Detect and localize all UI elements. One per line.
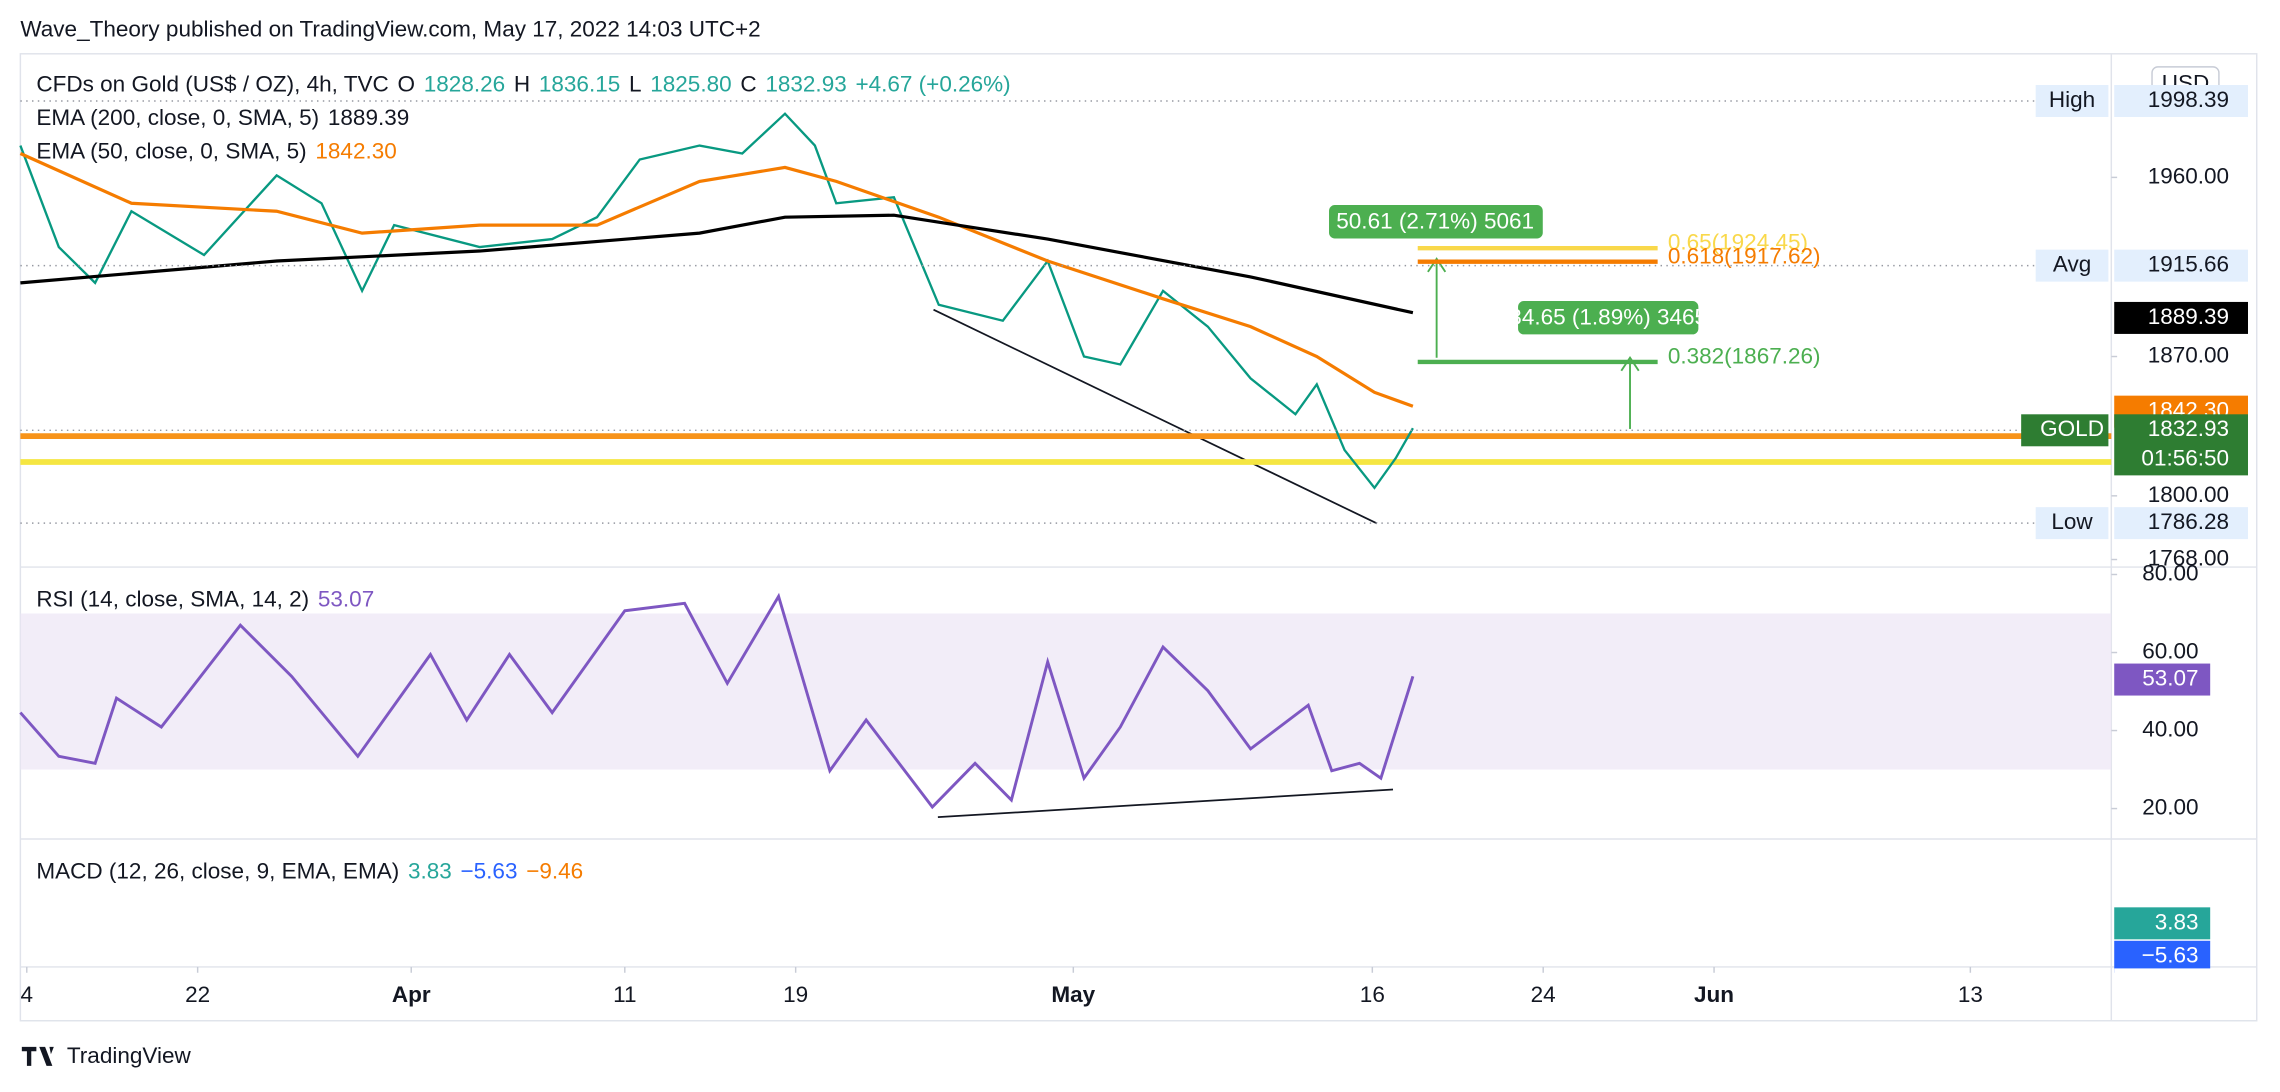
trendline: [937, 788, 1394, 819]
rsi-tag-label: 53.07: [2142, 666, 2198, 691]
tag-name-box: [2035, 84, 2109, 117]
fib-label: 0.618(1917.62): [1668, 243, 1821, 268]
frame: [19, 53, 2258, 1022]
macd-tag-label: −5.63: [2142, 943, 2199, 968]
legend-text: C: [740, 72, 756, 97]
legend-text: 1889.39: [328, 105, 409, 130]
legend-text: L: [629, 72, 642, 97]
macd-tag: [2114, 940, 2211, 973]
series-line: [19, 112, 1414, 490]
price-tag-label: 1786.28: [2148, 509, 2229, 534]
arrow-head: [1427, 257, 1447, 273]
x-tick-label: 4: [21, 982, 34, 1007]
price-tag: [2114, 414, 2248, 476]
legend-text: O: [398, 72, 416, 97]
price-tag-label: 1889.39: [2148, 304, 2229, 329]
legend-text: 3.83: [408, 858, 452, 883]
y-tick-label: 1960.00: [2148, 163, 2229, 188]
legend-text: 1842.30: [315, 139, 396, 164]
price-tag-label: 1915.66: [2148, 252, 2229, 277]
tag-name-box: [2035, 249, 2109, 282]
legend-text: EMA (200, close, 0, SMA, 5): [36, 105, 319, 130]
legend-text: −9.46: [526, 858, 583, 883]
tag-name-box: [2021, 414, 2109, 447]
measure-label: 50.61 (2.71%) 5061: [1336, 208, 1534, 233]
y-tick-label: 1768.00: [2148, 545, 2229, 570]
logo: [21, 1046, 54, 1066]
tag-name: Avg: [2053, 252, 2091, 277]
x-tick-label: 11: [613, 982, 636, 1007]
y-tick-label: 1800.00: [2148, 482, 2229, 507]
legend-text: EMA (50, close, 0, SMA, 5): [36, 139, 306, 164]
x-tick-label: 19: [783, 982, 808, 1007]
price-tag: [2114, 84, 2248, 117]
measure-box: [1329, 205, 1543, 239]
brand: TradingView: [67, 1043, 192, 1068]
axis-mask: [2114, 968, 2256, 1020]
x-tick-label: 13: [1958, 982, 1983, 1007]
macd-tag-label: 3.83: [2155, 909, 2199, 934]
legend-text: −5.63: [461, 858, 518, 883]
legend-text: 1832.93: [765, 72, 846, 97]
trendline: [933, 308, 1378, 525]
legend-text: CFDs on Gold (US$ / OZ), 4h, TVC: [36, 72, 388, 97]
y-tick-label: 40.00: [2142, 716, 2198, 741]
rsi-tag: [2114, 663, 2211, 696]
legend-text: MACD (12, 26, close, 9, EMA, EMA): [36, 858, 399, 883]
x-tick-label: 24: [1531, 982, 1556, 1007]
plot: 4 22 Apr 11 19 May 16 24 Jun 13 0.65(1924.45)0.618…: [19, 72, 2256, 1020]
rsi-band: [20, 613, 2112, 770]
x-tick-label: 22: [185, 982, 210, 1007]
legend-text: 1825.80: [650, 72, 731, 97]
legend-text: H: [514, 72, 530, 97]
y-tick-label: 1870.00: [2148, 342, 2229, 367]
fib-label: 0.65(1924.45): [1668, 230, 1808, 255]
legend-text: 53.07: [318, 586, 374, 611]
price-tag-sub: 01:56:50: [2141, 445, 2229, 470]
arrow-head: [1620, 355, 1640, 372]
price-tag: [2114, 507, 2248, 540]
price-tag-label: 1998.39: [2148, 87, 2229, 112]
measure-box: [1518, 300, 1699, 335]
price-tag: [2114, 301, 2248, 334]
legend-text: +4.67 (+0.26%): [855, 72, 1010, 97]
macd-tag: [2114, 907, 2211, 940]
x-tick-label: Apr: [392, 982, 431, 1007]
series-line: [19, 152, 1414, 408]
series-line: [19, 592, 1415, 810]
price-tag-label: 1832.93: [2148, 416, 2229, 441]
legend-text: 1828.26: [424, 72, 505, 97]
legend-text: RSI (14, close, SMA, 14, 2): [36, 586, 309, 611]
price-tag: [2114, 249, 2248, 282]
tag-name: High: [2049, 87, 2095, 112]
x-tick-label: May: [1051, 982, 1095, 1007]
y-tick-label: 60.00: [2142, 638, 2198, 663]
publisher: Wave_Theory published on TradingView.com…: [20, 16, 760, 41]
tag-name: Low: [2051, 509, 2093, 534]
tag-name-box: [2035, 507, 2109, 540]
tag-name: GOLD: [2040, 416, 2104, 441]
fib-label: 0.382(1867.26): [1668, 344, 1821, 369]
measure-label: 34.65 (1.89%) 3465: [1509, 304, 1707, 329]
x-tick-label: Jun: [1694, 982, 1734, 1007]
y-tick-label: 80.00: [2142, 560, 2198, 585]
y-tick-label: 20.00: [2142, 795, 2198, 820]
x-tick-label: 16: [1360, 982, 1385, 1007]
legend-text: 1836.15: [539, 72, 620, 97]
series-line: [20, 213, 1414, 315]
